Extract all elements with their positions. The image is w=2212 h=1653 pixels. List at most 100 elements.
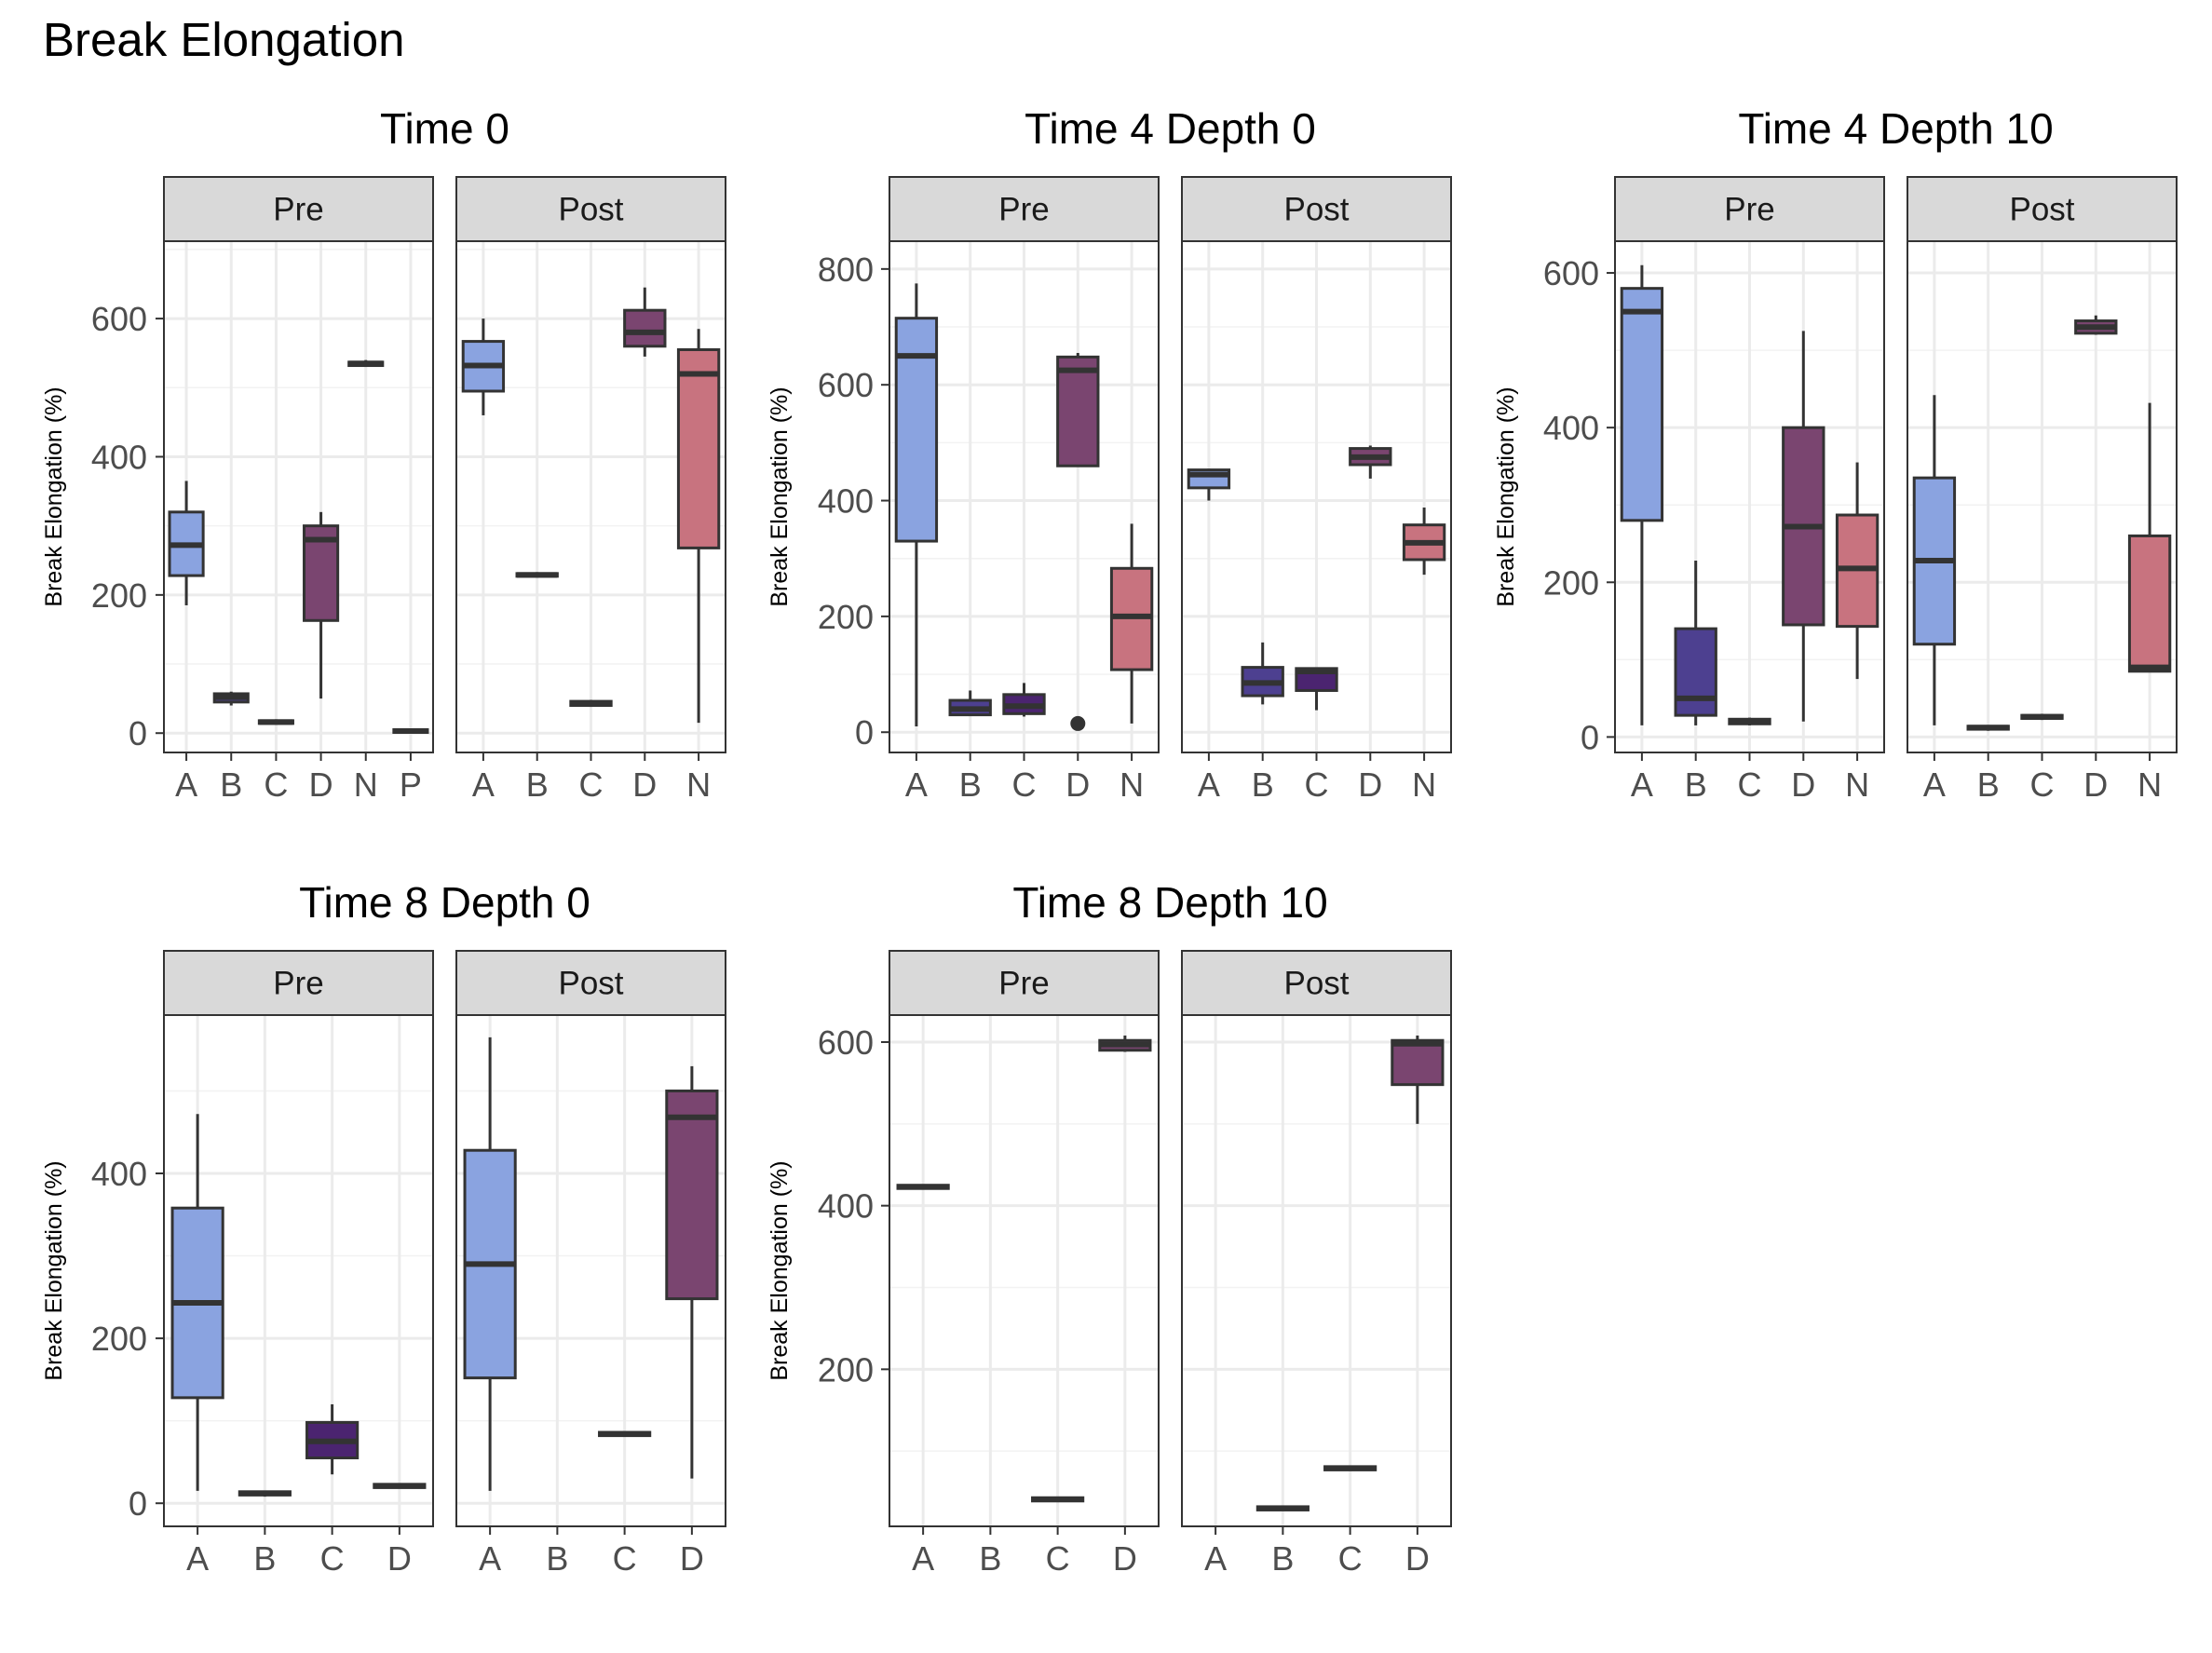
box-d bbox=[2074, 315, 2118, 335]
box-n bbox=[1402, 508, 1446, 576]
y-tick-label: 800 bbox=[818, 251, 874, 289]
strip-label: Pre bbox=[1724, 192, 1774, 228]
x-tick-label: B bbox=[959, 766, 982, 804]
strip-header bbox=[1181, 950, 1452, 1016]
y-tick-label: 200 bbox=[818, 1350, 874, 1389]
y-tick-label: 200 bbox=[1543, 563, 1599, 602]
box-c bbox=[1002, 683, 1046, 717]
panel-pre: Pre A B C D N P bbox=[163, 176, 434, 804]
y-tick-label: 400 bbox=[818, 1187, 874, 1226]
panel-pre: Pre A B C D bbox=[163, 950, 434, 1578]
y-axis-label: Break Elongation (%) bbox=[41, 1160, 67, 1380]
box-c bbox=[2020, 713, 2064, 721]
x-tick-label: N bbox=[1120, 766, 1144, 804]
box-a bbox=[168, 481, 205, 605]
panel-pre: Pre A B C D N bbox=[1614, 176, 1885, 804]
x-tick-label: B bbox=[253, 1539, 276, 1578]
box-iqr bbox=[676, 347, 721, 549]
strip-label: Post bbox=[558, 966, 623, 1002]
box-d bbox=[303, 511, 340, 699]
box-b bbox=[1241, 642, 1284, 705]
strip-label: Pre bbox=[273, 192, 323, 228]
box-b bbox=[1255, 1505, 1310, 1511]
x-tick-label: D bbox=[1065, 766, 1090, 804]
box-c bbox=[305, 1403, 360, 1475]
x-tick-label: B bbox=[546, 1539, 568, 1578]
chart-5: Time 8 Depth 10 Break Elongation (%) Pre A B… bbox=[767, 878, 1452, 1578]
box-n bbox=[347, 359, 385, 368]
x-tick-label: C bbox=[613, 1539, 637, 1578]
box-d bbox=[1349, 445, 1392, 479]
x-tick-label: A bbox=[472, 766, 495, 804]
box-a bbox=[1620, 264, 1664, 725]
box-p bbox=[392, 728, 429, 735]
panel-border bbox=[163, 1014, 434, 1527]
x-tick-label: C bbox=[1738, 766, 1762, 804]
x-tick-label: D bbox=[1113, 1539, 1137, 1578]
strip-header bbox=[1181, 176, 1452, 242]
x-tick-label: D bbox=[1791, 766, 1815, 804]
x-tick-label: C bbox=[320, 1539, 345, 1578]
y-tick-label: 400 bbox=[1543, 409, 1599, 447]
chart-title: Time 8 Depth 10 bbox=[1012, 878, 1327, 927]
panel-post: Post A B C D N bbox=[1907, 176, 2178, 804]
chart-title: Time 8 Depth 0 bbox=[299, 878, 590, 927]
y-tick-label: 600 bbox=[818, 1023, 874, 1062]
x-tick-label: B bbox=[1271, 1539, 1294, 1578]
y-tick-label: 200 bbox=[818, 598, 874, 636]
box-d bbox=[1391, 1035, 1445, 1124]
box-d bbox=[1056, 352, 1100, 467]
x-tick-label: B bbox=[1977, 766, 2000, 804]
box-iqr bbox=[2127, 534, 2172, 673]
y-tick-label: 0 bbox=[129, 714, 147, 752]
box-n bbox=[676, 329, 721, 724]
x-tick-label: C bbox=[2030, 766, 2055, 804]
x-tick-label: C bbox=[264, 766, 288, 804]
panel-border bbox=[455, 1014, 726, 1527]
x-tick-label: D bbox=[1405, 1539, 1430, 1578]
x-tick-label: D bbox=[2083, 766, 2108, 804]
x-tick-label: A bbox=[479, 1539, 501, 1578]
x-tick-label: B bbox=[220, 766, 242, 804]
box-n bbox=[1109, 523, 1154, 724]
box-b bbox=[1966, 725, 2010, 731]
box-a bbox=[170, 1114, 224, 1491]
x-tick-label: A bbox=[175, 766, 197, 804]
y-tick-label: 600 bbox=[1543, 254, 1599, 292]
box-iqr bbox=[894, 317, 939, 543]
strip-label: Post bbox=[1283, 192, 1349, 228]
box-c bbox=[1323, 1465, 1377, 1471]
x-tick-label: A bbox=[1204, 1539, 1227, 1578]
y-axis-label: Break Elongation (%) bbox=[767, 386, 793, 606]
chart-4: Time 8 Depth 0 Break Elongation (%) Pre A B C… bbox=[41, 878, 726, 1578]
box-iqr bbox=[1056, 355, 1100, 467]
x-tick-label: N bbox=[2137, 766, 2162, 804]
box-b bbox=[212, 691, 250, 706]
box-d bbox=[1782, 331, 1825, 722]
box-iqr bbox=[1674, 627, 1717, 717]
x-tick-label: C bbox=[1338, 1539, 1363, 1578]
y-tick-label: 600 bbox=[91, 300, 147, 338]
box-c bbox=[569, 699, 613, 708]
chart-title: Time 4 Depth 0 bbox=[1025, 104, 1316, 153]
box-a bbox=[461, 318, 506, 415]
box-d bbox=[373, 1483, 427, 1489]
x-tick-label: C bbox=[579, 766, 604, 804]
box-a bbox=[1912, 395, 1957, 725]
box-iqr bbox=[623, 308, 667, 348]
box-d bbox=[1098, 1035, 1152, 1052]
x-tick-label: A bbox=[1631, 766, 1653, 804]
y-tick-label: 400 bbox=[91, 1155, 147, 1193]
y-tick-label: 0 bbox=[129, 1484, 147, 1523]
x-tick-label: D bbox=[1358, 766, 1382, 804]
x-tick-label: D bbox=[387, 1539, 412, 1578]
strip-label: Pre bbox=[998, 192, 1049, 228]
box-a bbox=[463, 1037, 517, 1491]
box-c bbox=[1295, 667, 1338, 711]
strip-label: Pre bbox=[273, 966, 323, 1002]
strip-label: Post bbox=[1283, 966, 1349, 1002]
y-tick-label: 200 bbox=[91, 576, 147, 615]
